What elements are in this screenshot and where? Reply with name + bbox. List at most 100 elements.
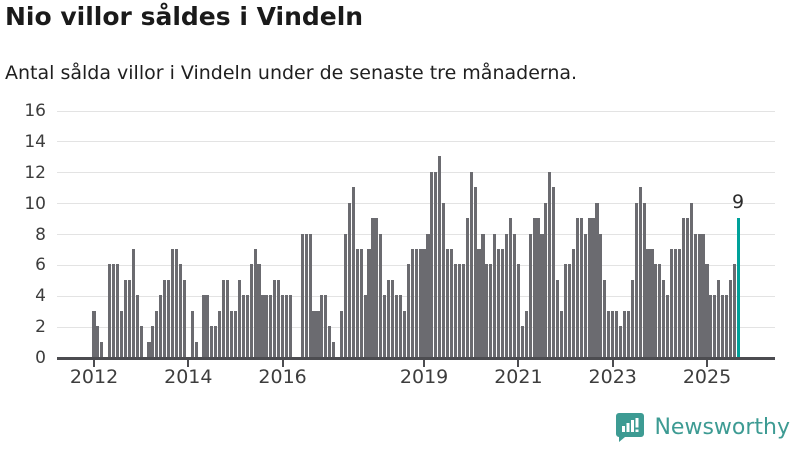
- bar-series: [57, 110, 777, 357]
- bar: [630, 279, 634, 357]
- bar: [178, 264, 182, 357]
- bar: [218, 310, 222, 357]
- bar: [324, 295, 328, 357]
- bar: [662, 279, 666, 357]
- bar: [410, 248, 414, 357]
- bar: [603, 279, 607, 357]
- bar: [626, 310, 630, 357]
- bar: [677, 248, 682, 357]
- bar: [402, 310, 406, 357]
- bar: [320, 295, 324, 357]
- bar: [375, 218, 379, 357]
- bar: [434, 171, 438, 357]
- bar: [312, 310, 316, 357]
- bar: [461, 264, 465, 357]
- bar: [681, 218, 685, 357]
- bar: [728, 279, 733, 357]
- x-tick: [423, 360, 426, 367]
- gridline: [57, 110, 775, 112]
- bar: [418, 248, 422, 357]
- bar: [575, 218, 579, 357]
- bar: [485, 264, 489, 357]
- bar: [426, 233, 430, 357]
- bar: [618, 326, 623, 357]
- bar: [446, 248, 450, 357]
- bar: [398, 295, 403, 357]
- bar: [442, 202, 446, 357]
- bar: [343, 233, 348, 357]
- bar: [520, 326, 524, 357]
- bar: [465, 218, 469, 357]
- newsworthy-logo[interactable]: Newsworthy: [615, 412, 790, 442]
- bar: [339, 310, 344, 357]
- bar: [123, 279, 127, 357]
- bar: [591, 218, 595, 357]
- bar: [693, 233, 697, 357]
- bar: [347, 202, 351, 357]
- bar: [567, 264, 572, 357]
- bar: [257, 264, 261, 357]
- bar: [508, 218, 513, 357]
- bar: [481, 233, 485, 357]
- bar: [387, 279, 391, 357]
- bar: [477, 248, 481, 357]
- y-tick-label: 2: [35, 317, 46, 338]
- bar: [167, 279, 171, 357]
- bar: [332, 341, 336, 357]
- bar: [139, 326, 143, 357]
- bar: [611, 310, 615, 357]
- bar: [654, 264, 658, 357]
- bar: [194, 341, 198, 357]
- bar: [108, 264, 112, 357]
- y-tick-label: 0: [35, 348, 46, 368]
- bar: [540, 233, 544, 357]
- bar: [634, 202, 638, 357]
- bar: [351, 187, 355, 357]
- bar: [367, 248, 371, 357]
- gridline: [57, 172, 775, 174]
- bar: [92, 310, 96, 357]
- bar: [135, 295, 139, 357]
- bar: [430, 171, 434, 357]
- bar: [155, 310, 159, 357]
- bar: [233, 310, 237, 357]
- bar: [646, 248, 650, 357]
- bar: [304, 233, 308, 357]
- bar: [355, 248, 359, 357]
- bar: [253, 248, 257, 357]
- bar: [119, 310, 124, 357]
- bar: [666, 295, 670, 357]
- bar: [579, 218, 583, 357]
- bar: [622, 310, 627, 357]
- y-tick-label: 10: [24, 193, 46, 214]
- bar: [516, 264, 520, 357]
- bar: [281, 295, 285, 357]
- bar: [717, 279, 721, 357]
- bar: [725, 295, 729, 357]
- bar: [563, 264, 568, 357]
- bar: [571, 248, 575, 357]
- bar: [237, 279, 241, 357]
- bar: [383, 295, 387, 357]
- x-tick: [517, 360, 520, 367]
- bar: [501, 248, 505, 357]
- x-tick-label: 2025: [682, 366, 732, 388]
- bar: [689, 202, 693, 357]
- bar: [670, 248, 674, 357]
- bar: [658, 264, 662, 357]
- bar: [241, 295, 245, 357]
- chart-subtitle: Antal sålda villor i Vindeln under de se…: [5, 62, 578, 84]
- bar: [469, 171, 473, 357]
- gridline: [57, 234, 775, 235]
- bar: [202, 295, 206, 357]
- bar: [599, 233, 603, 357]
- bar: [174, 248, 179, 357]
- bar: [363, 295, 367, 357]
- x-tick-label: 2014: [164, 366, 213, 388]
- bar: [394, 295, 399, 357]
- bar: [422, 248, 426, 357]
- gridline: [57, 203, 775, 205]
- bar: [359, 248, 363, 357]
- bar: [226, 279, 230, 357]
- bar: [489, 264, 493, 357]
